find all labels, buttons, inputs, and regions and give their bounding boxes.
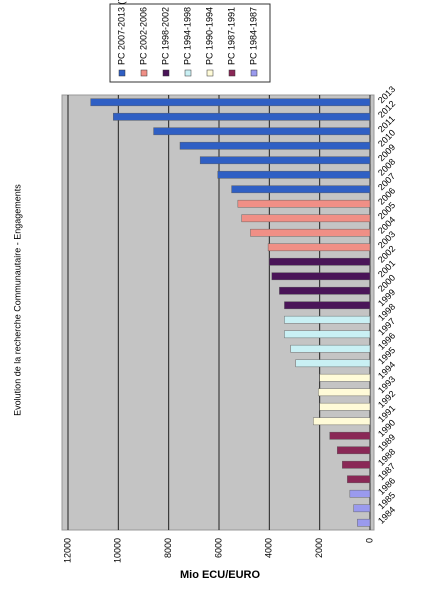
bar — [279, 286, 371, 295]
bar — [250, 228, 371, 237]
bar — [349, 489, 371, 498]
legend-label: PC 1990-1994 — [204, 7, 214, 65]
bar — [347, 475, 371, 484]
bar — [237, 199, 371, 208]
bar — [284, 301, 371, 310]
rotated-chart: Evolution de la recherche Communautaire … — [12, 0, 397, 581]
y-tick-label: 10000 — [113, 538, 123, 563]
legend-swatch — [228, 69, 236, 77]
legend-swatch — [162, 69, 170, 77]
bar — [290, 344, 371, 353]
legend-swatch — [118, 69, 126, 77]
y-tick-label: 2000 — [314, 538, 324, 558]
bar — [269, 257, 371, 266]
legend-label: PC 1987-1991 — [226, 7, 236, 65]
legend-label: PC 2007-2013 (7e PC) — [116, 0, 126, 65]
bar — [313, 417, 371, 426]
bar — [319, 402, 371, 411]
legend-label: PC 1994-1998 — [182, 7, 192, 65]
bar — [318, 388, 371, 397]
y-axis-title: Mio ECU/EURO — [180, 569, 261, 581]
y-tick-label: 4000 — [264, 538, 274, 558]
y-tick-label: 8000 — [163, 538, 173, 558]
bar — [342, 460, 371, 469]
bar — [90, 98, 371, 107]
bar — [284, 315, 371, 324]
bar — [113, 112, 371, 121]
bar — [271, 272, 371, 281]
legend-swatch — [206, 69, 214, 77]
bar — [353, 504, 371, 513]
chart-title: Evolution de la recherche Communautaire … — [12, 184, 22, 416]
bar — [231, 185, 371, 194]
bar — [319, 373, 371, 382]
y-tick-label: 6000 — [213, 538, 223, 558]
bar — [337, 446, 371, 455]
bar — [357, 518, 371, 527]
y-tick-label: 12000 — [62, 538, 72, 563]
y-tick-label: 0 — [364, 538, 374, 543]
bar — [241, 214, 371, 223]
bar — [295, 359, 371, 368]
bar — [153, 127, 371, 136]
legend-swatch — [140, 69, 148, 77]
legend-swatch — [184, 69, 192, 77]
legend-label: PC 1998-2002 — [160, 7, 170, 65]
bar — [199, 156, 371, 165]
bar — [267, 243, 371, 252]
bar — [179, 141, 371, 150]
legend-label: PC 2002-2006 — [138, 7, 148, 65]
bar — [284, 330, 371, 339]
legend-swatch — [250, 69, 258, 77]
legend — [109, 3, 271, 83]
legend-label: PC 1984-1987 — [248, 7, 258, 65]
bar — [329, 431, 371, 440]
bar — [217, 170, 371, 179]
